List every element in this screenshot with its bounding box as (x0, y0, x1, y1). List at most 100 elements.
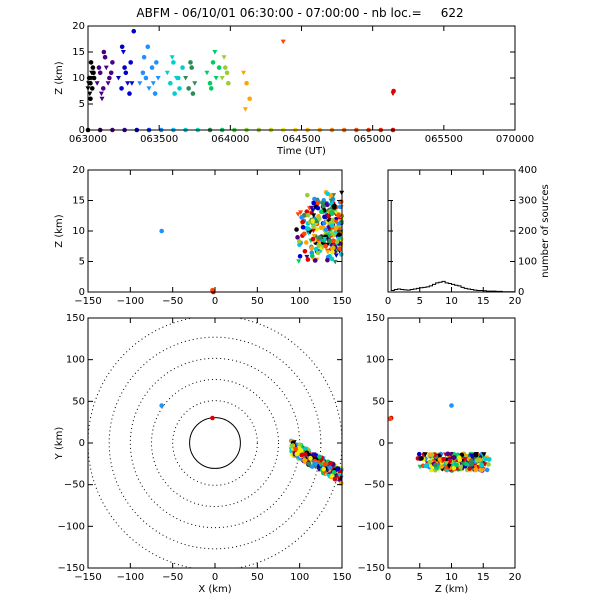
data-point (312, 462, 318, 467)
data-point (186, 86, 191, 91)
data-point (446, 463, 452, 469)
x_y-ytick-label: 100 (66, 355, 85, 366)
data-point (318, 209, 324, 215)
x_z-xtick-label: 50 (251, 296, 264, 307)
data-point (145, 44, 151, 50)
data-point (221, 55, 227, 60)
data-point (101, 49, 107, 55)
x_y-ytick-label: 0 (79, 438, 85, 449)
height_histogram-xtick-label: 15 (477, 296, 490, 307)
z_y-xtick-label: 5 (417, 572, 423, 583)
data-point (212, 50, 218, 55)
data-point (304, 254, 310, 260)
data-point (331, 469, 337, 475)
data-point (128, 60, 133, 65)
height_histogram-ytick-label: 200 (518, 226, 537, 237)
data-point (244, 80, 249, 86)
time_height-axes: 063000 063500 064000 064500 065000 065500 0700… (54, 21, 534, 157)
data-point (326, 225, 332, 231)
time_height-xtick-label: 063500 (140, 134, 178, 145)
data-point (321, 204, 326, 209)
data-point (333, 230, 339, 236)
data-point (339, 219, 344, 225)
data-point (334, 239, 340, 245)
data-point (300, 224, 306, 230)
time_height-ytick-label: 10 (72, 73, 85, 84)
z_y-ytick-label: 0 (379, 438, 385, 449)
data-point (330, 238, 336, 243)
x_z-frame (87, 169, 343, 293)
x_y-ytick-label: −100 (58, 521, 85, 532)
data-point (141, 54, 147, 60)
data-point (317, 462, 323, 468)
data-point (333, 219, 339, 225)
data-point (150, 81, 156, 86)
z_y-xtick-label: 20 (509, 572, 522, 583)
range-ring (172, 400, 258, 486)
data-point (299, 452, 305, 458)
data-point (247, 96, 252, 102)
outlier-point (159, 228, 164, 234)
data-point (88, 96, 93, 102)
data-point (451, 465, 457, 471)
data-point (293, 446, 299, 452)
data-point (146, 86, 152, 91)
height_histogram-ylabel: number of sources (540, 184, 551, 277)
height_histogram-xtick-label: 10 (445, 296, 458, 307)
data-point (454, 462, 459, 468)
data-point (437, 457, 443, 462)
data-point (462, 457, 468, 462)
data-point (140, 70, 146, 76)
data-point (311, 452, 317, 457)
data-point (416, 451, 422, 457)
data-point (190, 91, 196, 96)
z_y-xtick-label: 15 (477, 572, 490, 583)
data-point (312, 196, 317, 202)
x_y-ytick-label: −150 (58, 563, 85, 574)
height_histogram-ytick-label: 0 (518, 287, 524, 298)
data-point (100, 86, 106, 91)
data-point (87, 91, 93, 97)
time_height-xtick-label: 063000 (69, 134, 107, 145)
data-point (431, 459, 437, 464)
data-point (137, 81, 143, 86)
x_y-axes: −150 −100 −50 0 50 100 150 −150 −100 −50 0 50 100 150… (54, 313, 352, 595)
height_histogram-ytick-label: 300 (518, 196, 537, 207)
data-point (188, 60, 193, 65)
chart-title: ABFM - 06/10/01 06:30:00 - 07:00:00 - nb… (136, 6, 463, 20)
height_histogram-frame (387, 169, 516, 293)
x_z-ytick-label: 0 (79, 287, 85, 298)
data-point (468, 453, 474, 458)
data-point (105, 81, 111, 86)
data-point (322, 214, 327, 220)
x_z-xtick-label: −150 (74, 296, 101, 307)
z_y-xtick-label: 10 (445, 572, 458, 583)
data-point (306, 461, 312, 466)
data-point (242, 107, 248, 112)
x_y-xlabel: X (km) (198, 584, 231, 595)
data-point (120, 50, 126, 55)
data-point (103, 65, 109, 71)
data-point (322, 461, 328, 467)
data-point (207, 80, 213, 86)
data-point (391, 88, 396, 94)
data-point (316, 242, 322, 248)
data-point (330, 246, 335, 251)
x_y-ylabel: Y (km) (54, 427, 65, 461)
x_y-panel (88, 318, 345, 568)
z_y-xtick-label: 0 (385, 572, 391, 583)
data-point (309, 205, 315, 211)
data-point (325, 191, 330, 197)
time_height-xtick-label: 065500 (425, 134, 463, 145)
time_height-xlabel: Time (UT) (276, 146, 326, 157)
data-point (168, 80, 173, 86)
x_y-xtick-label: −150 (74, 572, 101, 583)
x_y-xtick-label: −50 (162, 572, 183, 583)
data-point (90, 65, 96, 70)
z_y-axes: 0 5 10 15 20 −150 −100 −50 0 50 100 150 Z (km) (358, 313, 522, 595)
data-point (445, 451, 451, 457)
data-point (86, 81, 92, 86)
data-point (309, 246, 314, 251)
